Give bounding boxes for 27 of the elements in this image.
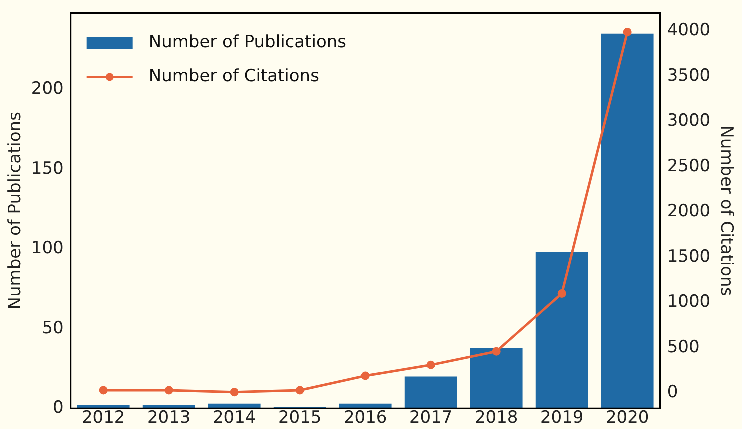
legend-label: Number of Citations xyxy=(148,66,320,87)
y2-axis-title: Number of Citations xyxy=(716,126,736,296)
x-tick-label: 2019 xyxy=(540,408,584,428)
y-tick-label: 100 xyxy=(31,238,64,259)
y-tick-label: 200 xyxy=(31,79,64,100)
y2-tick-label: 2500 xyxy=(667,156,711,176)
y2-tick-label: 1000 xyxy=(667,292,711,312)
y2-tick-label: 3500 xyxy=(667,66,711,86)
x-tick-label: 2014 xyxy=(212,408,256,428)
x-tick-label: 2013 xyxy=(147,408,191,428)
x-tick-label: 2018 xyxy=(474,408,518,428)
x-tick-label: 2012 xyxy=(82,408,126,428)
y-tick-label: 50 xyxy=(42,318,64,338)
y2-tick-label: 3000 xyxy=(667,111,711,132)
y2-tick-label: 0 xyxy=(667,382,678,403)
legend-label: Number of Publications xyxy=(148,32,347,53)
y2-tick-label: 2000 xyxy=(667,202,711,222)
y2-tick-label: 500 xyxy=(667,337,700,358)
x-tick-label: 2015 xyxy=(278,408,322,428)
x-tick-label: 2016 xyxy=(344,408,388,428)
y-tick-label: 150 xyxy=(31,158,64,179)
y2-tick-label: 4000 xyxy=(667,20,711,41)
x-tick-label: 2017 xyxy=(409,408,453,428)
y-tick-label: 0 xyxy=(53,398,64,418)
y-axis-title: Number of Publications xyxy=(6,112,26,310)
y2-tick-label: 1500 xyxy=(667,246,711,267)
x-tick-label: 2020 xyxy=(606,408,650,428)
